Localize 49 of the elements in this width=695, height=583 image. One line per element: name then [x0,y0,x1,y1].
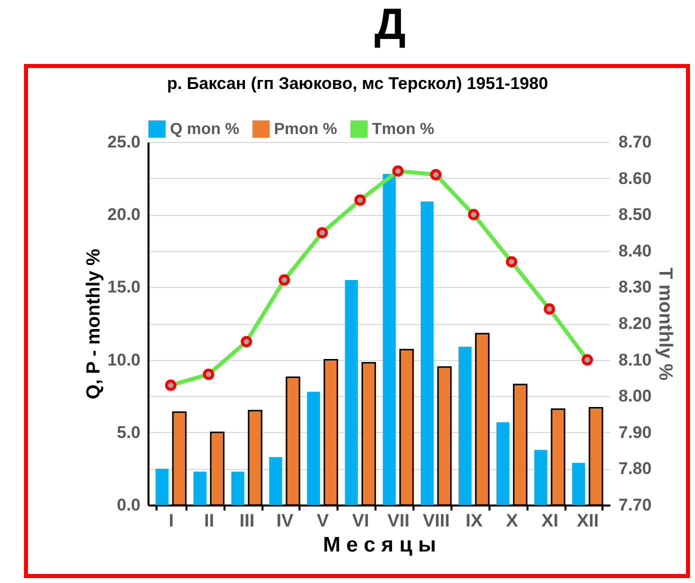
y-tick-label: 0.0 [116,496,140,514]
y2-tick-label: 8.60 [618,168,652,188]
y2-tick-label: 8.50 [618,205,652,224]
bar [193,472,206,505]
y-tick-label: 10.0 [107,350,140,370]
bar [382,174,396,505]
y-tick-label: 20.0 [107,205,140,224]
x-axis-title: М е с я ц ы [322,534,436,556]
bar [269,457,282,505]
bar [534,450,548,505]
y2-tick-label: 8.10 [618,350,652,370]
y2-tick-label: 8.40 [618,241,652,260]
bar [156,468,169,505]
bar [420,202,434,505]
bar [344,280,358,505]
legend-label: Pmon % [274,121,338,138]
x-tick-label: X [506,510,518,530]
x-tick-label: IX [466,510,483,530]
y2-tick-label: 8.30 [618,278,652,297]
y2-tick-label: 8.20 [618,314,652,333]
y2-tick-label: 7.90 [618,422,652,442]
y-tick-label: 25.0 [107,132,140,152]
y-tick-label: 15.0 [107,278,140,297]
x-tick-label: VII [387,510,410,530]
y2-tick-label: 7.70 [618,496,652,514]
x-tick-label: XII [576,510,599,530]
bar [458,346,472,505]
chart-title: Д [373,0,407,50]
y2-tick-label: 8.70 [618,132,652,152]
y-axis-title: Q, P - monthly % [83,248,104,400]
bar [496,422,510,505]
x-tick-label: IV [276,510,294,530]
legend-label: Tmon % [372,121,434,138]
x-tick-label: VIII [422,510,450,530]
x-tick-label: II [204,510,214,530]
bar [572,462,586,505]
bar [307,392,320,505]
x-tick-label: VI [352,510,370,530]
x-tick-label: III [239,510,254,530]
bar [231,472,244,505]
y2-tick-label: 8.00 [618,386,652,406]
x-tick-label: I [168,510,174,530]
y-tick-label: 5.0 [116,422,140,442]
x-tick-label: XI [541,510,558,530]
legend-label: Q mon % [170,121,240,138]
x-tick-label: V [316,510,329,530]
y2-tick-label: 7.80 [618,459,652,478]
chart-subtitle: р. Баксан (гп Заюково, мс Терскол) 1951-1980 [166,74,550,94]
y2-axis-title: T monthly % [654,268,676,381]
